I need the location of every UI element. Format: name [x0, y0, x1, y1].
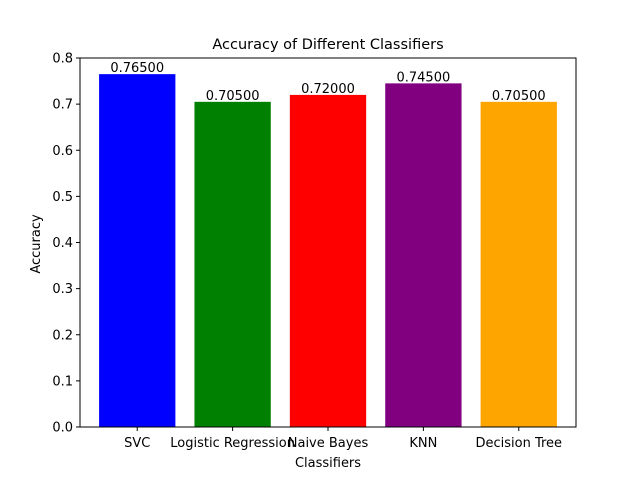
y-axis: 0.0 0.1 0.2 0.3 0.4 0.5 0.6 0.7 0.8 [52, 52, 80, 436]
bar [99, 74, 176, 427]
value-labels: 0.76500 0.70500 0.72000 0.74500 0.70500 [110, 61, 545, 104]
x-tick-label: Naive Bayes [288, 436, 369, 451]
x-tick-label: SVC [124, 436, 150, 451]
y-tick-label: 0.7 [52, 98, 73, 113]
plot-frame [79, 57, 577, 428]
bar [289, 94, 367, 428]
value-label: 0.74500 [396, 70, 450, 85]
value-label: 0.72000 [301, 82, 355, 97]
y-tick-label: 0.8 [52, 52, 73, 67]
x-tick-label: Logistic Regression [170, 436, 295, 451]
bars [99, 74, 557, 428]
y-tick-label: 0.5 [52, 190, 73, 205]
y-tick-label: 0.2 [52, 328, 73, 343]
value-label: 0.76500 [110, 61, 164, 76]
value-label: 0.70500 [492, 89, 546, 104]
x-tick-label: Decision Tree [475, 436, 562, 451]
bar [194, 101, 271, 427]
y-tick-label: 0.0 [52, 421, 73, 436]
chart-title: Accuracy of Different Classifiers [212, 37, 443, 53]
y-tick-label: 0.1 [52, 374, 73, 389]
value-label: 0.70500 [206, 89, 260, 104]
bar [480, 101, 557, 427]
y-axis-label: Accuracy [29, 214, 44, 274]
bar [385, 83, 462, 428]
x-tick-label: KNN [409, 436, 437, 451]
y-tick-label: 0.4 [52, 236, 73, 251]
y-tick-label: 0.6 [52, 144, 73, 159]
x-axis-label: Classifiers [295, 456, 361, 471]
y-tick-label: 0.3 [52, 282, 73, 297]
